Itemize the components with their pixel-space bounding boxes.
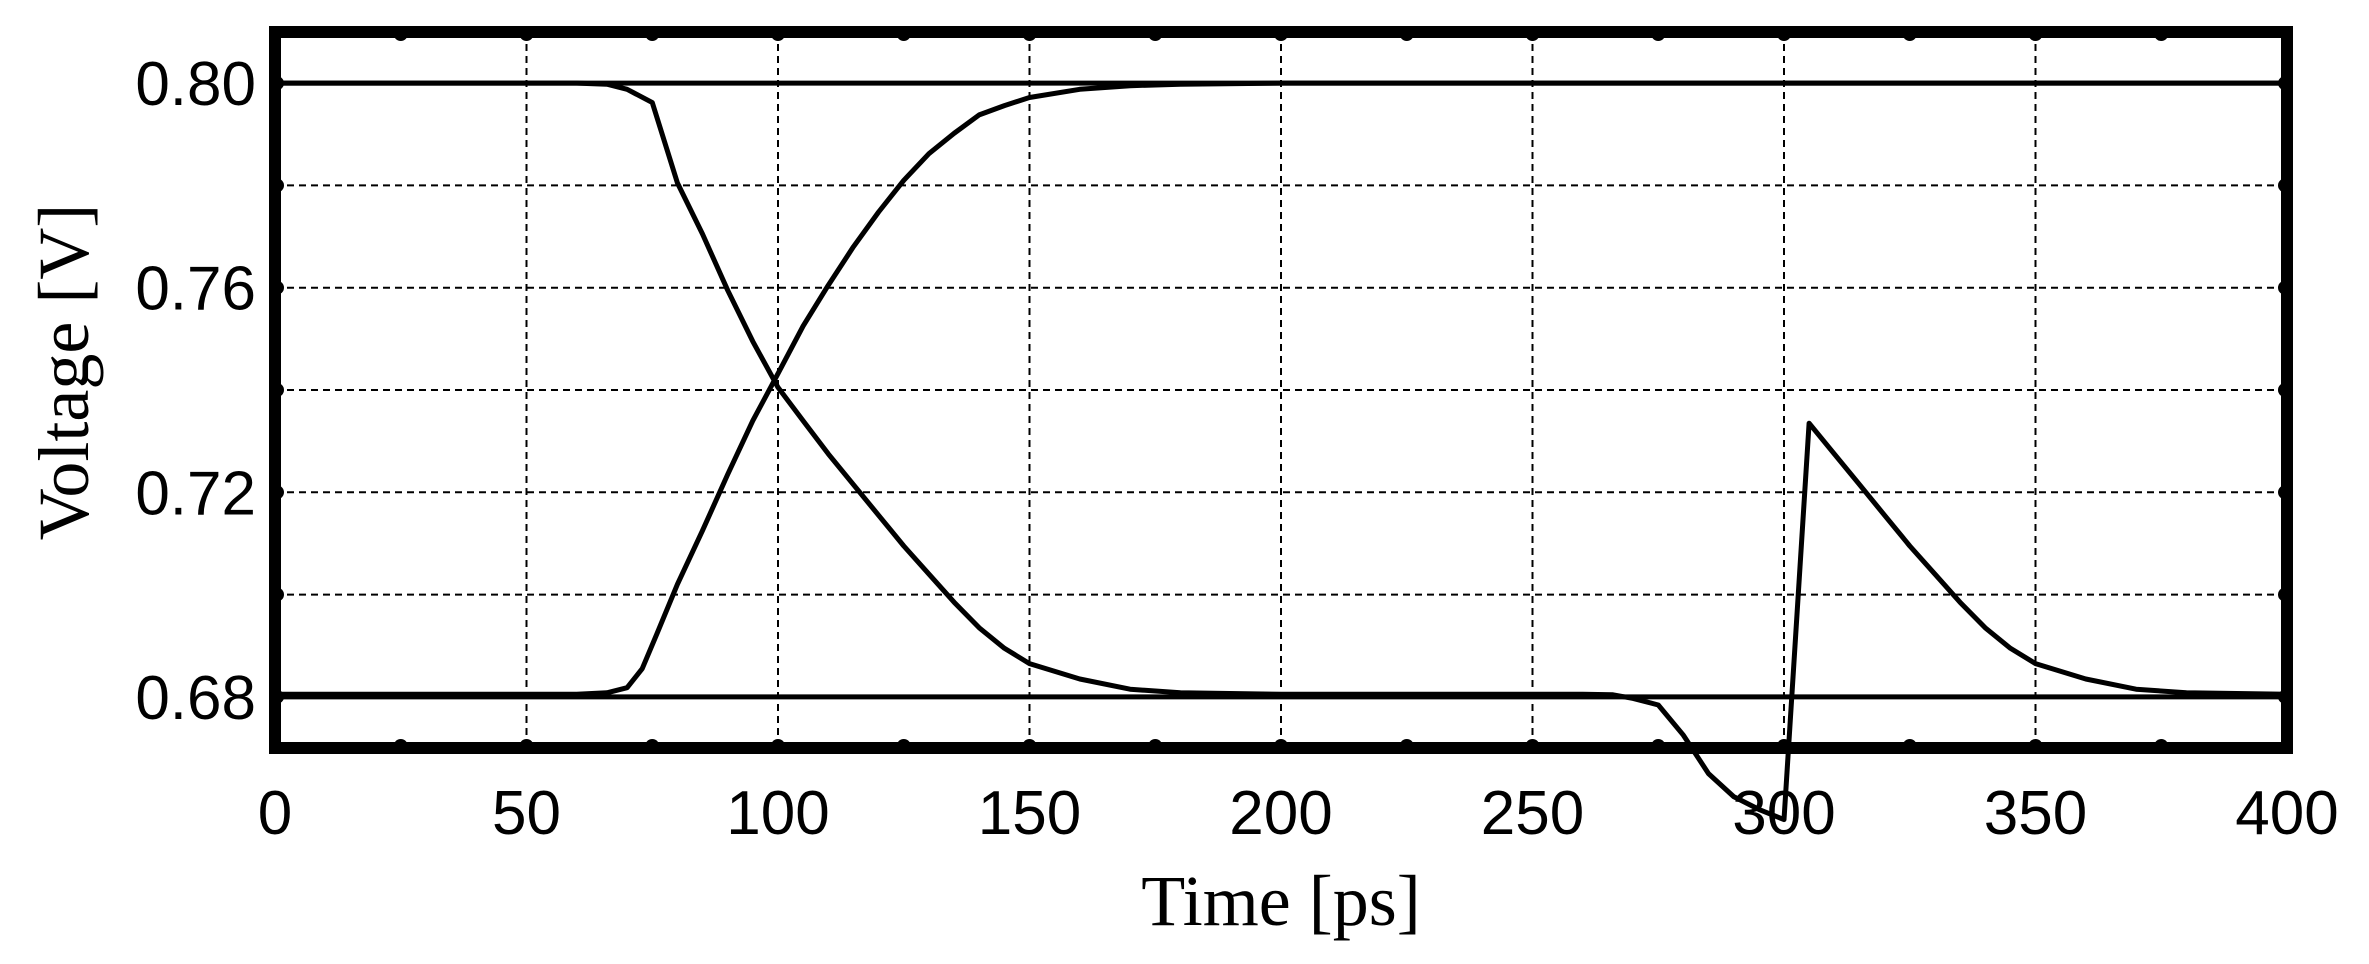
plot-frame	[269, 26, 2293, 754]
y-tick-label: 0.76	[135, 255, 256, 324]
y-tick-label: 0.72	[135, 459, 256, 528]
x-tick-label: 150	[978, 779, 1081, 848]
y-axis-title: Voltage [V]	[24, 204, 104, 541]
x-tick-labels: 0 50 100 150 200 250 300 350 400	[258, 779, 2339, 848]
x-tick-label: 100	[726, 779, 829, 848]
voltage-traces	[272, 80, 2290, 823]
trace-3	[272, 80, 2290, 823]
x-tick-label: 400	[2235, 779, 2338, 848]
x-tick-label: 300	[1732, 779, 1835, 848]
trace-4	[272, 80, 2290, 697]
x-tick-label: 250	[1481, 779, 1584, 848]
y-tick-label: 0.80	[135, 50, 256, 119]
grid	[275, 32, 2287, 748]
x-tick-label: 200	[1229, 779, 1332, 848]
x-axis-title: Time [ps]	[1141, 861, 1420, 941]
x-tick-label: 50	[492, 779, 561, 848]
x-tick-label: 350	[1984, 779, 2087, 848]
y-tick-label: 0.68	[135, 664, 256, 733]
x-tick-label: 0	[258, 779, 292, 848]
y-tick-labels: 0.68 0.76 0.72 0.80	[135, 50, 256, 733]
